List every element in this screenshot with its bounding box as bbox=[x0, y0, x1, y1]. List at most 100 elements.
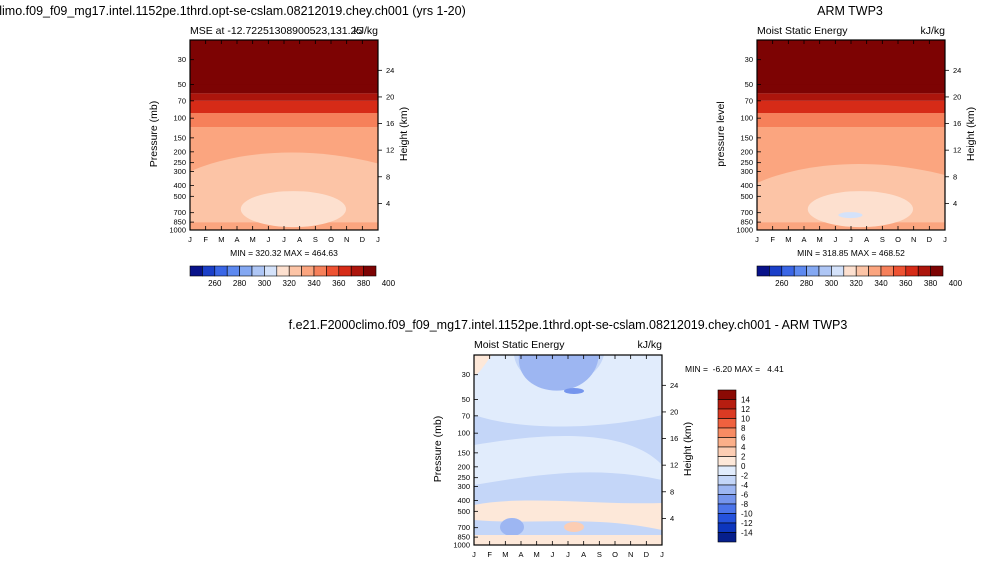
contour-band bbox=[190, 100, 378, 114]
contour-band bbox=[757, 84, 945, 94]
panel2-left-string: Moist Static Energy bbox=[757, 25, 848, 37]
panel3-title: f.e21.F2000climo.f09_f09_mg17.intel.1152… bbox=[289, 318, 848, 332]
ytick-label: 400 bbox=[173, 181, 186, 190]
ytick-label: 1000 bbox=[453, 541, 470, 550]
colorbar-label: 320 bbox=[283, 279, 297, 288]
xtick-label: M bbox=[250, 235, 256, 244]
colorbar-box bbox=[717, 408, 737, 419]
xtick-label: D bbox=[360, 235, 366, 244]
y2tick-label: 4 bbox=[953, 199, 957, 208]
colorbar-box bbox=[717, 456, 737, 467]
colorbar-label: -14 bbox=[741, 529, 753, 538]
colorbar-label: 2 bbox=[741, 453, 746, 462]
ytick-label: 30 bbox=[462, 370, 470, 379]
ytick-label: 700 bbox=[457, 523, 470, 532]
ytick-label: 150 bbox=[457, 448, 470, 457]
y2tick-label: 16 bbox=[386, 119, 394, 128]
colorbar-box bbox=[363, 265, 377, 277]
contour-blob bbox=[838, 212, 863, 219]
ytick-label: 400 bbox=[740, 181, 753, 190]
colorbar-label: -8 bbox=[741, 500, 749, 509]
contour-band bbox=[518, 355, 599, 391]
colorbar-box bbox=[855, 265, 869, 277]
xtick-label: J bbox=[550, 550, 554, 559]
colorbar-label: 260 bbox=[208, 279, 222, 288]
colorbar-label: 380 bbox=[357, 279, 371, 288]
ytick-label: 150 bbox=[173, 133, 186, 142]
y2tick-label: 12 bbox=[953, 146, 961, 155]
xtick-label: N bbox=[344, 235, 349, 244]
colorbar-box bbox=[717, 532, 737, 543]
colorbar-box bbox=[717, 475, 737, 486]
contour-blob bbox=[240, 191, 347, 228]
contour-band bbox=[190, 152, 378, 178]
panel1-title: f.e21.F2000climo.f09_f09_mg17.intel.1152… bbox=[0, 4, 466, 18]
colorbar-label: -10 bbox=[741, 510, 753, 519]
ytick-label: 500 bbox=[740, 192, 753, 201]
contour-band bbox=[757, 113, 945, 128]
xtick-label: A bbox=[864, 235, 869, 244]
xtick-label: S bbox=[597, 550, 602, 559]
panel2-minmax: MIN = 318.85 MAX = 468.52 bbox=[797, 248, 905, 258]
xtick-label: J bbox=[566, 550, 570, 559]
colorbar-box bbox=[717, 399, 737, 410]
y2tick-label: 24 bbox=[953, 66, 961, 75]
contour-band bbox=[190, 93, 378, 101]
contour-band bbox=[190, 40, 378, 85]
colorbar-label: 280 bbox=[233, 279, 247, 288]
colorbar-box bbox=[717, 465, 737, 476]
contour-band bbox=[757, 40, 945, 85]
y2tick-label: 4 bbox=[670, 514, 674, 523]
colorbar-label: -2 bbox=[741, 472, 749, 481]
xtick-label: A bbox=[518, 550, 523, 559]
colorbar-box bbox=[202, 265, 216, 277]
colorbar-label: 340 bbox=[874, 279, 888, 288]
colorbar-label: 280 bbox=[800, 279, 814, 288]
y2tick-label: 20 bbox=[386, 92, 394, 101]
xtick-label: J bbox=[660, 550, 664, 559]
contour-band bbox=[190, 113, 378, 128]
colorbar-box bbox=[251, 265, 265, 277]
colorbar-box bbox=[226, 265, 240, 277]
colorbar-label: 380 bbox=[924, 279, 938, 288]
ytick-label: 70 bbox=[178, 96, 186, 105]
ytick-label: 30 bbox=[745, 55, 753, 64]
ytick-label: 850 bbox=[457, 533, 470, 542]
ytick-label: 100 bbox=[740, 114, 753, 123]
xtick-label: F bbox=[203, 235, 208, 244]
colorbar-box bbox=[326, 265, 340, 277]
colorbar-box bbox=[214, 265, 228, 277]
colorbar-box bbox=[338, 265, 352, 277]
panel2-title: ARM TWP3 bbox=[817, 4, 883, 18]
colorbar-box bbox=[717, 522, 737, 533]
panel3-y2label: Height (km) bbox=[682, 422, 694, 476]
panel2-ylabel: pressure level bbox=[715, 101, 727, 166]
colorbar-box bbox=[769, 265, 783, 277]
xtick-label: J bbox=[376, 235, 380, 244]
contour-band bbox=[757, 100, 945, 114]
colorbar-box bbox=[350, 265, 364, 277]
xtick-label: J bbox=[833, 235, 837, 244]
panel2-right-string: kJ/kg bbox=[920, 25, 945, 37]
ytick-label: 500 bbox=[457, 507, 470, 516]
colorbar-box bbox=[756, 265, 770, 277]
colorbar-obs: 260 280 300 320 340 360 380 400 bbox=[756, 265, 963, 288]
colorbar-box bbox=[717, 513, 737, 524]
y2tick-label: 12 bbox=[386, 146, 394, 155]
colorbar-label: 6 bbox=[741, 434, 746, 443]
y2tick-label: 8 bbox=[953, 172, 957, 181]
ytick-label: 300 bbox=[457, 482, 470, 491]
colorbar-label: 300 bbox=[258, 279, 272, 288]
ytick-label: 400 bbox=[457, 496, 470, 505]
colorbar-box bbox=[276, 265, 290, 277]
y2tick-label: 8 bbox=[670, 487, 674, 496]
contour-blob bbox=[500, 518, 524, 536]
y2tick-label: 20 bbox=[953, 92, 961, 101]
colorbar-label: 8 bbox=[741, 424, 746, 433]
ytick-label: 70 bbox=[462, 411, 470, 420]
ytick-label: 500 bbox=[173, 192, 186, 201]
